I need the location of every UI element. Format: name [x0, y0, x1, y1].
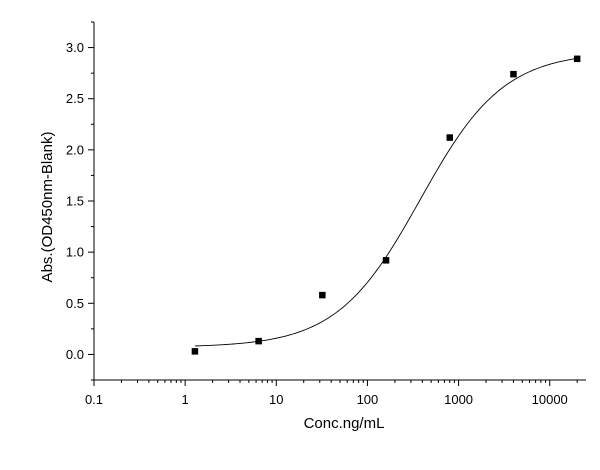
- x-tick-label: 10000: [532, 392, 568, 407]
- x-tick-label: 10: [269, 392, 283, 407]
- data-point: [446, 134, 454, 141]
- y-tick-label: 2.0: [66, 142, 84, 157]
- x-tick-label: 1: [182, 392, 189, 407]
- y-axis-ticks: [88, 21, 94, 381]
- x-axis-tick-labels: 0.1 1 10 100 1000 10000: [85, 392, 568, 407]
- fit-curve-group: [194, 57, 578, 347]
- x-axis-ticks: [93, 380, 578, 386]
- fit-curve: [194, 57, 578, 347]
- y-tick-label: 1.0: [66, 245, 84, 260]
- data-point: [573, 55, 581, 63]
- y-axis-tick-labels: 0.0 0.5 1.0 1.5 2.0 2.5 3.0: [66, 40, 84, 362]
- y-tick-label: 0.0: [66, 347, 84, 362]
- data-point: [382, 257, 390, 264]
- data-point: [510, 70, 517, 78]
- data-points: [191, 55, 581, 355]
- data-point: [191, 348, 199, 355]
- data-point: [319, 291, 326, 299]
- x-tick-label: 100: [357, 392, 379, 407]
- x-tick-label: 1000: [444, 392, 473, 407]
- y-tick-label: 1.5: [66, 194, 84, 209]
- y-tick-label: 3.0: [66, 40, 84, 55]
- y-tick-label: 0.5: [66, 296, 84, 311]
- y-axis-title: Abs.(OD450nm-Blank): [39, 132, 56, 283]
- x-tick-label: 0.1: [85, 392, 103, 407]
- x-axis-title: Conc.ng/mL: [304, 415, 385, 432]
- y-tick-label: 2.5: [66, 91, 84, 106]
- data-point: [255, 337, 262, 345]
